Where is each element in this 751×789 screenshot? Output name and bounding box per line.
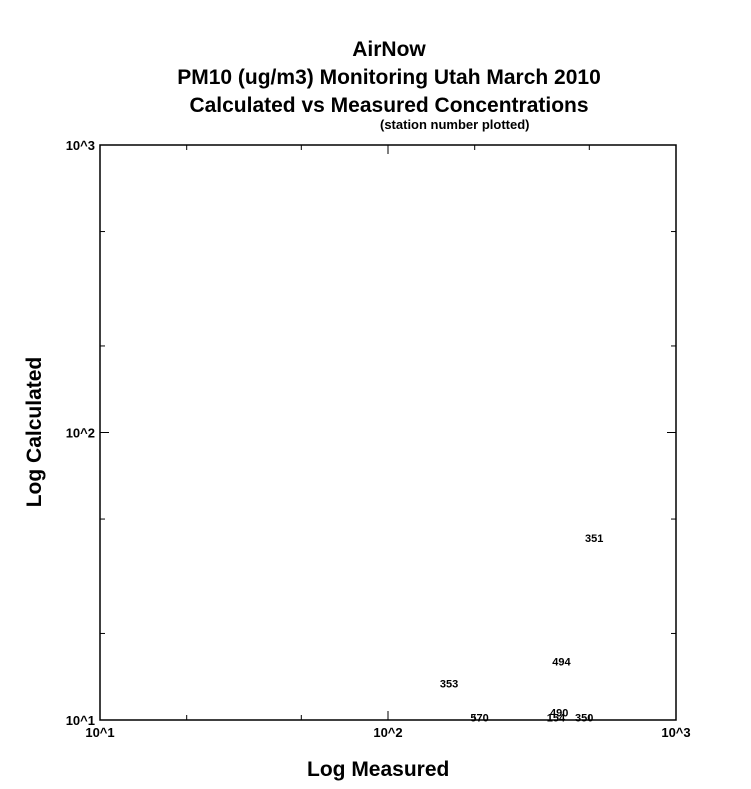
chart-title-line-2: PM10 (ug/m3) Monitoring Utah March 2010: [177, 66, 601, 89]
tick-labels: 10^1 10^2 10^3 10^1 10^2 10^3: [66, 138, 691, 740]
y-tick-label: 10^2: [66, 426, 95, 441]
x-tick-label: 10^3: [661, 725, 690, 740]
station-label-350: 350: [575, 713, 593, 725]
y-tick-label: 10^1: [66, 713, 95, 728]
station-label-351: 351: [585, 533, 603, 545]
axis-ticks: [99, 144, 677, 721]
x-tick-label: 10^2: [373, 725, 402, 740]
station-label-494: 494: [552, 656, 571, 668]
chart-subtitle: (station number plotted): [380, 117, 530, 132]
plot-frame: [99, 144, 677, 721]
station-label-570: 570: [470, 713, 488, 725]
chart-title-line-1: AirNow: [352, 38, 426, 61]
station-label-490: 490: [550, 708, 568, 720]
x-axis-label: Log Measured: [307, 758, 450, 781]
station-label-353: 353: [440, 678, 458, 690]
y-tick-label: 10^3: [66, 138, 95, 153]
chart-title-line-3: Calculated vs Measured Concentrations: [189, 94, 589, 117]
station-label-154: 154: [547, 713, 566, 725]
x-tick-label: 10^1: [85, 725, 114, 740]
